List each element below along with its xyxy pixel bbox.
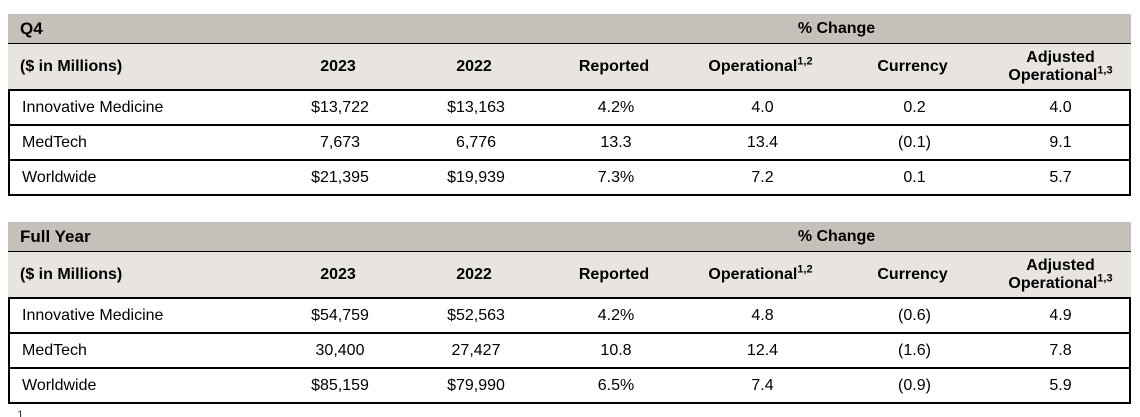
cell-currency: 0.2 <box>903 98 926 116</box>
cell-reported: 7.3% <box>597 168 635 186</box>
col-header-label: 2022 <box>456 57 492 75</box>
cell-operational: 13.4 <box>746 133 779 151</box>
col-header-label: 2023 <box>320 57 356 75</box>
col-header-superscript: 1,2 <box>797 263 813 276</box>
row-label: Innovative Medicine <box>22 306 164 324</box>
table-row-medtech: MedTech 7,673 6,776 13.3 13.4 (0.1) 9.1 <box>10 126 1129 161</box>
fy-col-header-2022: 2022 <box>406 266 542 284</box>
col-header-label: Adjusted Operational <box>1008 48 1098 84</box>
cell-2023: 7,673 <box>319 133 361 151</box>
col-header-label: 2023 <box>320 265 356 283</box>
cell-operational: 7.4 <box>751 376 774 394</box>
full-year-percent-change-header: % Change <box>797 228 876 245</box>
row-label: Worldwide <box>22 168 97 186</box>
cell-2022: $19,939 <box>447 168 505 186</box>
cell-reported: 10.8 <box>600 341 632 359</box>
q4-col-header-2022: 2022 <box>406 58 542 76</box>
full-year-table: Full Year % Change ($ in Millions) 2023 … <box>8 222 1131 404</box>
row-label: Innovative Medicine <box>22 98 164 116</box>
fy-col-header-2023: 2023 <box>270 266 406 284</box>
full-year-unit-label: ($ in Millions) <box>20 265 123 283</box>
q4-column-header-row: ($ in Millions) 2023 2022 Reported Opera… <box>8 44 1131 89</box>
full-year-column-header-row: ($ in Millions) 2023 2022 Reported Opera… <box>8 252 1131 297</box>
cell-reported: 4.2% <box>597 306 635 324</box>
q4-unit-label: ($ in Millions) <box>20 57 123 75</box>
cell-2022: $79,990 <box>447 376 505 394</box>
q4-percent-change-header: % Change <box>797 20 876 37</box>
q4-table: Q4 % Change ($ in Millions) 2023 2022 Re… <box>8 14 1131 196</box>
full-year-table-title: Full Year <box>20 227 91 246</box>
cell-currency: (0.9) <box>898 376 931 394</box>
table-row-medtech: MedTech 30,400 27,427 10.8 12.4 (1.6) 7.… <box>10 334 1129 369</box>
cell-operational: 4.0 <box>751 98 774 116</box>
cell-reported: 4.2% <box>597 98 635 116</box>
fy-col-header-currency: Currency <box>835 266 990 284</box>
col-header-label: Adjusted Operational <box>1008 256 1098 292</box>
table-row-innovative-medicine: Innovative Medicine $13,722 $13,163 4.2%… <box>10 91 1129 126</box>
cell-currency: (0.6) <box>898 306 931 324</box>
cell-2022: 27,427 <box>451 341 501 359</box>
q4-col-header-currency: Currency <box>835 58 990 76</box>
full-year-title-band: Full Year % Change <box>8 222 1131 252</box>
cell-adjusted-operational: 7.8 <box>1049 341 1072 359</box>
col-header-label: Reported <box>578 57 650 75</box>
col-header-label: 2022 <box>456 265 492 283</box>
cell-operational: 12.4 <box>746 341 779 359</box>
col-header-label: Operational <box>708 57 798 75</box>
q4-table-title: Q4 <box>20 19 43 38</box>
cell-adjusted-operational: 5.9 <box>1049 376 1072 394</box>
cell-operational: 7.2 <box>751 168 774 186</box>
cell-currency: (1.6) <box>898 341 931 359</box>
cell-reported: 6.5% <box>597 376 635 394</box>
table-row-innovative-medicine: Innovative Medicine $54,759 $52,563 4.2%… <box>10 299 1129 334</box>
fy-col-header-operational: Operational1,2 <box>686 263 835 284</box>
cell-2023: $21,395 <box>311 168 369 186</box>
cell-operational: 4.8 <box>751 306 774 324</box>
col-header-label: Currency <box>877 57 948 75</box>
cell-adjusted-operational: 9.1 <box>1049 133 1072 151</box>
cell-2023: 30,400 <box>315 341 365 359</box>
table-row-worldwide: Worldwide $21,395 $19,939 7.3% 7.2 0.1 5… <box>10 161 1129 194</box>
fy-col-header-adjusted-operational: Adjusted Operational1,3 <box>990 257 1131 293</box>
cell-2023: $13,722 <box>311 98 369 116</box>
cell-currency: (0.1) <box>898 133 931 151</box>
col-header-superscript: 1,3 <box>1097 272 1113 285</box>
q4-col-header-reported: Reported <box>542 58 686 76</box>
q4-title-band: Q4 % Change <box>8 14 1131 44</box>
cell-2023: $54,759 <box>311 306 369 324</box>
full-year-data-box: Innovative Medicine $54,759 $52,563 4.2%… <box>8 297 1131 404</box>
col-header-label: Reported <box>578 265 650 283</box>
row-label: MedTech <box>22 133 87 151</box>
q4-col-header-operational: Operational1,2 <box>686 55 835 76</box>
cell-2022: $52,563 <box>447 306 505 324</box>
cell-2022: $13,163 <box>447 98 505 116</box>
cell-adjusted-operational: 5.7 <box>1049 168 1072 186</box>
row-label: Worldwide <box>22 376 97 394</box>
fy-col-header-reported: Reported <box>542 266 686 284</box>
col-header-superscript: 1,2 <box>797 55 813 68</box>
footnote-marker-fragment: 1 <box>17 409 23 417</box>
q4-col-header-adjusted-operational: Adjusted Operational1,3 <box>990 49 1131 85</box>
row-label: MedTech <box>22 341 87 359</box>
cell-2023: $85,159 <box>311 376 369 394</box>
col-header-label: Operational <box>708 265 798 283</box>
q4-data-box: Innovative Medicine $13,722 $13,163 4.2%… <box>8 89 1131 196</box>
cell-adjusted-operational: 4.9 <box>1049 306 1072 324</box>
cell-reported: 13.3 <box>600 133 632 151</box>
col-header-label: Currency <box>877 265 948 283</box>
col-header-superscript: 1,3 <box>1097 64 1113 77</box>
cell-adjusted-operational: 4.0 <box>1049 98 1072 116</box>
cell-2022: 6,776 <box>455 133 497 151</box>
table-row-worldwide: Worldwide $85,159 $79,990 6.5% 7.4 (0.9)… <box>10 369 1129 402</box>
cell-currency: 0.1 <box>903 168 926 186</box>
q4-col-header-2023: 2023 <box>270 58 406 76</box>
